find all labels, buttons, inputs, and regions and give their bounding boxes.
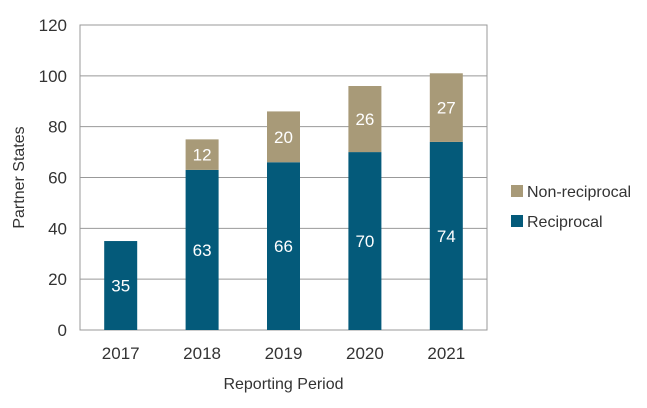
x-tick-label: 2021 xyxy=(427,344,465,363)
legend-label: Reciprocal xyxy=(527,214,603,231)
bar-reciprocal-2019 xyxy=(267,162,300,330)
y-tick-label: 60 xyxy=(48,169,67,188)
y-tick-label: 0 xyxy=(58,321,67,340)
data-label: 27 xyxy=(437,99,456,118)
legend-swatch xyxy=(511,215,523,227)
data-label: 70 xyxy=(355,232,374,251)
bar-reciprocal-2018 xyxy=(185,169,219,330)
data-label: 20 xyxy=(274,128,293,147)
y-tick-label: 40 xyxy=(48,219,67,238)
y-axis-title: Partner States xyxy=(11,126,28,228)
y-tick-label: 120 xyxy=(39,16,67,35)
x-tick-label: 2020 xyxy=(346,344,384,363)
bar-non-reciprocal-2018 xyxy=(185,139,219,170)
bars xyxy=(104,73,463,330)
data-label: 26 xyxy=(355,110,374,129)
bar-reciprocal-2017 xyxy=(104,241,138,330)
bar-labels: 35 63 12 66 20 70 26 74 27 xyxy=(111,99,456,296)
bar-non-reciprocal-2020 xyxy=(348,86,382,153)
bar-non-reciprocal-2019 xyxy=(267,111,300,163)
legend-swatch xyxy=(511,185,523,197)
y-tick-label: 100 xyxy=(39,67,67,86)
x-axis-title: Reporting Period xyxy=(223,376,343,393)
data-label: 63 xyxy=(193,241,212,260)
data-label: 74 xyxy=(437,227,456,246)
legend-label: Non-reciprocal xyxy=(527,184,631,201)
x-tick-label: 2017 xyxy=(102,344,140,363)
x-tick-labels: 2017 2018 2019 2020 2021 xyxy=(102,344,465,363)
legend: Non-reciprocal Reciprocal xyxy=(511,184,631,231)
bar-reciprocal-2020 xyxy=(348,152,382,330)
data-label: 66 xyxy=(274,237,293,256)
x-tick-label: 2018 xyxy=(183,344,221,363)
y-tick-label: 80 xyxy=(48,118,67,137)
y-tick-label: 20 xyxy=(48,270,67,289)
bar-non-reciprocal-2021 xyxy=(429,73,463,142)
data-label: 35 xyxy=(111,277,130,296)
y-tick-labels: 0 20 40 60 80 100 120 xyxy=(39,16,67,340)
bar-reciprocal-2021 xyxy=(429,141,463,330)
x-tick-label: 2019 xyxy=(265,344,303,363)
data-label: 12 xyxy=(193,146,212,165)
